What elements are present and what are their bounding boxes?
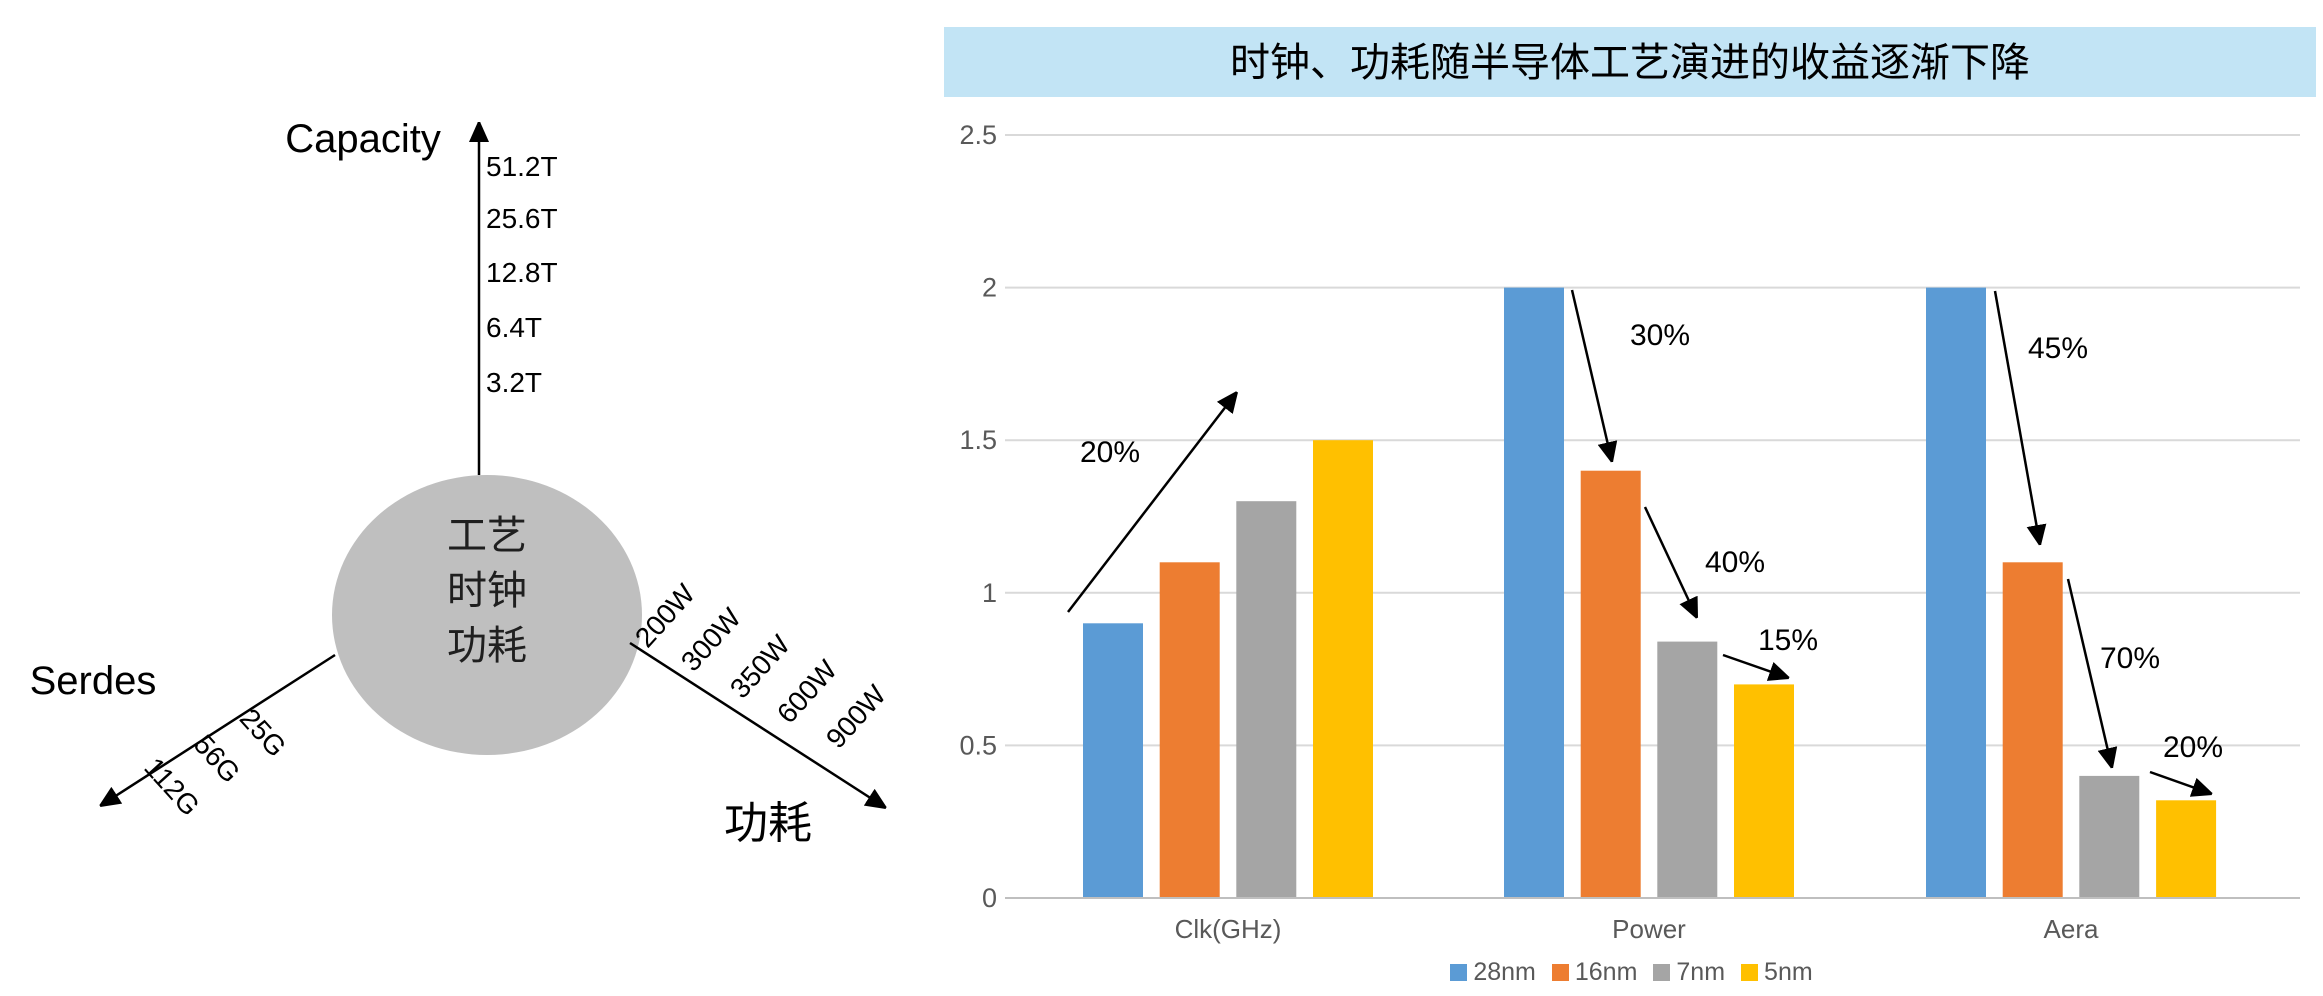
category-label: Power: [1612, 914, 1686, 944]
circle-text-line2: 时钟: [447, 568, 527, 613]
legend-item-28nm: 28nm: [1450, 960, 1536, 985]
annotation-label: 30%: [1630, 319, 1690, 352]
serdes-axis-arrow: [100, 653, 336, 806]
circle-text-line3: 功耗: [447, 623, 527, 668]
legend-item-16nm: 16nm: [1551, 958, 1638, 986]
annotation-label: 20%: [1080, 436, 1140, 469]
process-circle: [332, 475, 642, 755]
serdes-tick-label: 25G: [234, 703, 292, 763]
legend-label: 7nm: [1676, 958, 1726, 986]
serdes-tick-label: 56G: [188, 729, 246, 789]
annotation-arrow: [1993, 290, 2040, 545]
chart-title-banner: [944, 27, 2316, 97]
annotation-arrow: [1722, 653, 1789, 678]
process-tradeoff-diagram: 工艺 时钟 功耗 Capacity Serdes 功耗 51.2T 25.6T 12…: [30, 117, 893, 848]
circle-text-line1: 工艺: [447, 513, 527, 558]
annotation-label: 45%: [2028, 332, 2088, 365]
power-axis-arrow: [629, 641, 886, 808]
category-label: Clk(GHz): [1175, 914, 1282, 944]
legend-label: 28nm: [1473, 958, 1536, 986]
y-tick-label: 1: [982, 578, 997, 608]
y-tick-label: 2.5: [959, 120, 997, 150]
annotation-label: 15%: [1758, 624, 1818, 657]
annotation-arrow: [1643, 506, 1699, 618]
legend-swatch-icon: [1653, 964, 1671, 981]
bar-16nm-Clk(GHz): [1159, 562, 1220, 898]
annotation-arrow: [1067, 392, 1237, 613]
annotation-label: 20%: [2163, 731, 2223, 764]
annotation-arrow: [2066, 578, 2112, 768]
bar-28nm-Power: [1504, 287, 1564, 899]
capacity-tick-label: 25.6T: [486, 203, 558, 234]
serdes-tick-label: 112G: [138, 752, 205, 822]
capacity-tick-label: 51.2T: [486, 151, 558, 182]
y-tick-label: 1.5: [959, 425, 997, 455]
chart-title: 时钟、功耗随半导体工艺演进的收益逐渐下降: [1230, 40, 2030, 85]
annotation-label: 70%: [2100, 642, 2160, 675]
bar-16nm-Aera: [2002, 562, 2063, 898]
category-label: Aera: [2044, 914, 2099, 944]
capacity-axis-title: Capacity: [285, 117, 441, 161]
bar-28nm-Clk(GHz): [1083, 623, 1143, 898]
capacity-tick-label: 3.2T: [486, 367, 542, 398]
serdes-axis-title: Serdes: [30, 659, 157, 703]
annotation-arrow: [2149, 770, 2212, 794]
y-tick-label: 0: [982, 883, 997, 913]
bar-7nm-Clk(GHz): [1236, 501, 1297, 898]
annotation-label: 40%: [1705, 546, 1765, 579]
legend-swatch-icon: [1551, 964, 1569, 981]
legend-label: 5nm: [1764, 958, 1813, 986]
legend-swatch-icon: [1450, 964, 1468, 981]
y-tick-label: 2: [982, 273, 997, 303]
legend-swatch-icon: [1741, 964, 1759, 981]
capacity-tick-label: 12.8T: [486, 257, 558, 288]
bar-28nm-Aera: [1926, 287, 1986, 899]
bar-5nm-Aera: [2156, 800, 2217, 898]
power-axis-title: 功耗: [724, 799, 812, 848]
legend-label: 16nm: [1574, 958, 1638, 986]
bar-7nm-Power: [1657, 641, 1718, 898]
y-tick-label: 0.5: [959, 730, 997, 760]
legend-item-5nm: 5nm: [1741, 960, 1813, 985]
chart-legend: 28nm 16nm 7nm 5nm: [940, 960, 2323, 985]
annotation-arrow: [1570, 289, 1612, 462]
bar-16nm-Power: [1580, 470, 1641, 898]
legend-item-7nm: 7nm: [1653, 960, 1725, 985]
bar-5nm-Power: [1734, 684, 1794, 898]
bar-7nm-Aera: [2079, 775, 2140, 898]
power-tick-label: 900W: [820, 679, 892, 755]
bar-5nm-Clk(GHz): [1313, 440, 1373, 898]
process-benefit-bar-chart: 时钟、功耗随半导体工艺演进的收益逐渐下降 0 0.5 1 1.5 2 2.5 Clk(GH…: [944, 27, 2316, 944]
capacity-tick-label: 6.4T: [486, 312, 542, 343]
